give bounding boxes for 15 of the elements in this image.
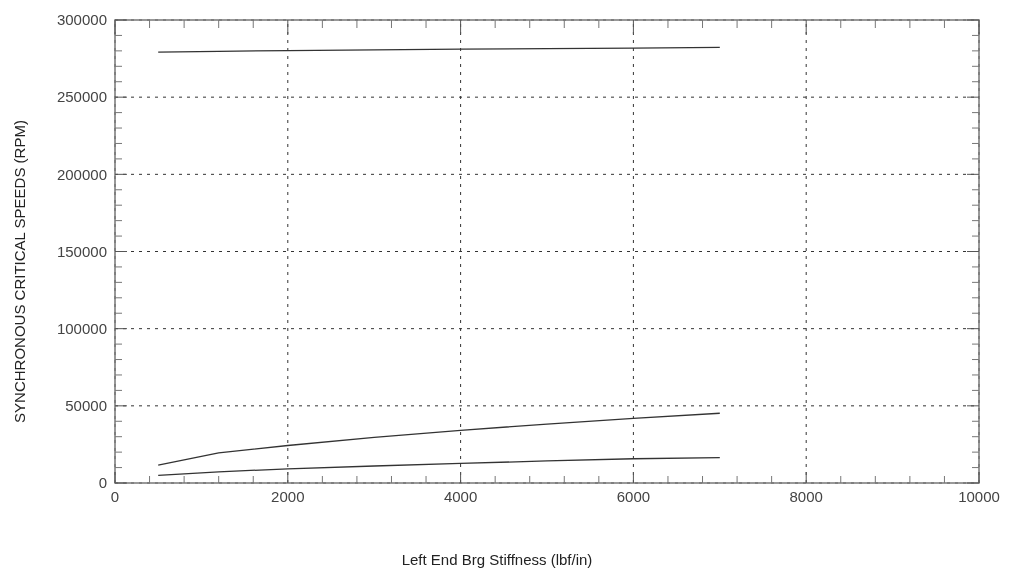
y-tick-label: 300000 — [56, 11, 107, 29]
x-axis-title: Left End Brg Stiffness (lbf/in) — [401, 551, 593, 568]
x-tick-label: 0 — [110, 488, 120, 505]
y-tick-label: 100000 — [56, 319, 107, 337]
x-tick-label: 4000 — [443, 488, 478, 505]
y-axis-title: SYNCHRONOUS CRITICAL SPEEDS (RPM) — [11, 120, 28, 423]
y-tick-label: 50000 — [65, 397, 107, 415]
x-tick-label: 6000 — [616, 488, 651, 505]
x-tick-label: 10000 — [958, 488, 1000, 505]
y-tick-label: 200000 — [56, 165, 107, 183]
y-tick-label: 250000 — [56, 88, 107, 106]
x-tick-label: 8000 — [789, 488, 823, 505]
x-tick-label: 2000 — [271, 488, 305, 505]
y-tick-label: 150000 — [56, 242, 107, 260]
y-tick-label: 0 — [98, 474, 107, 492]
